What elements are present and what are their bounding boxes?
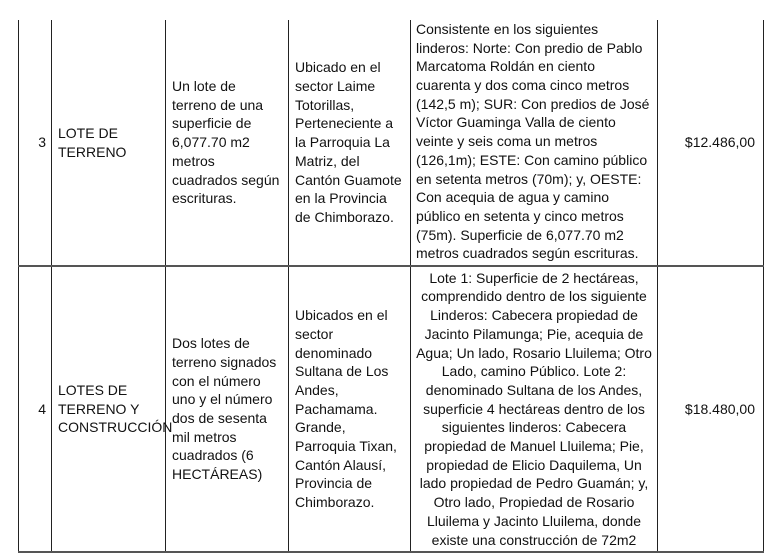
property-boundaries-text: Consistente en los siguientes linderos: … — [416, 20, 650, 262]
property-location: Ubicado en el sector Laime Totorillas, P… — [289, 20, 410, 265]
property-value-text: $12.486,00 — [684, 134, 755, 151]
table-border-right — [763, 20, 764, 552]
property-location: Ubicados en el sector denominado Sultana… — [289, 267, 410, 551]
property-location-text: Ubicado en el sector Laime Totorillas, P… — [295, 59, 402, 225]
column-divider — [165, 20, 166, 552]
column-divider — [410, 20, 411, 552]
row-number: 3 — [19, 20, 51, 265]
column-divider — [288, 20, 289, 552]
row-number-text: 4 — [38, 400, 46, 417]
property-description: Dos lotes de terreno signados con el núm… — [166, 267, 288, 551]
property-location-text: Ubicados en el sector denominado Sultana… — [295, 307, 397, 511]
row-number: 4 — [19, 267, 51, 551]
property-type: LOTES DE TERRENO Y CONSTRUCCIÓN — [52, 267, 172, 551]
row-number-text: 3 — [38, 134, 46, 151]
property-type: LOTE DE TERRENO — [52, 20, 165, 265]
table-border-bottom — [18, 551, 764, 553]
property-boundaries: Lote 1: Superficie de 2 hectáreas, compr… — [411, 267, 657, 551]
property-boundaries: Consistente en los siguientes linderos: … — [411, 18, 657, 265]
property-description-text: Dos lotes de terreno signados con el núm… — [172, 335, 277, 483]
property-value-text: $18.480,00 — [684, 400, 755, 417]
column-divider — [657, 20, 658, 552]
table-border-left — [18, 20, 19, 552]
property-value: $18.480,00 — [658, 267, 763, 551]
property-description-text: Un lote de terreno de una superficie de … — [172, 78, 280, 207]
property-type-text: LOTES DE TERRENO Y CONSTRUCCIÓN — [58, 381, 173, 436]
column-divider — [51, 20, 52, 552]
property-description: Un lote de terreno de una superficie de … — [166, 20, 288, 265]
property-value: $12.486,00 — [658, 20, 763, 265]
row-divider — [18, 265, 764, 267]
property-type-text: LOTE DE TERRENO — [58, 124, 127, 160]
property-boundaries-text: Lote 1: Superficie de 2 hectáreas, compr… — [416, 269, 652, 548]
